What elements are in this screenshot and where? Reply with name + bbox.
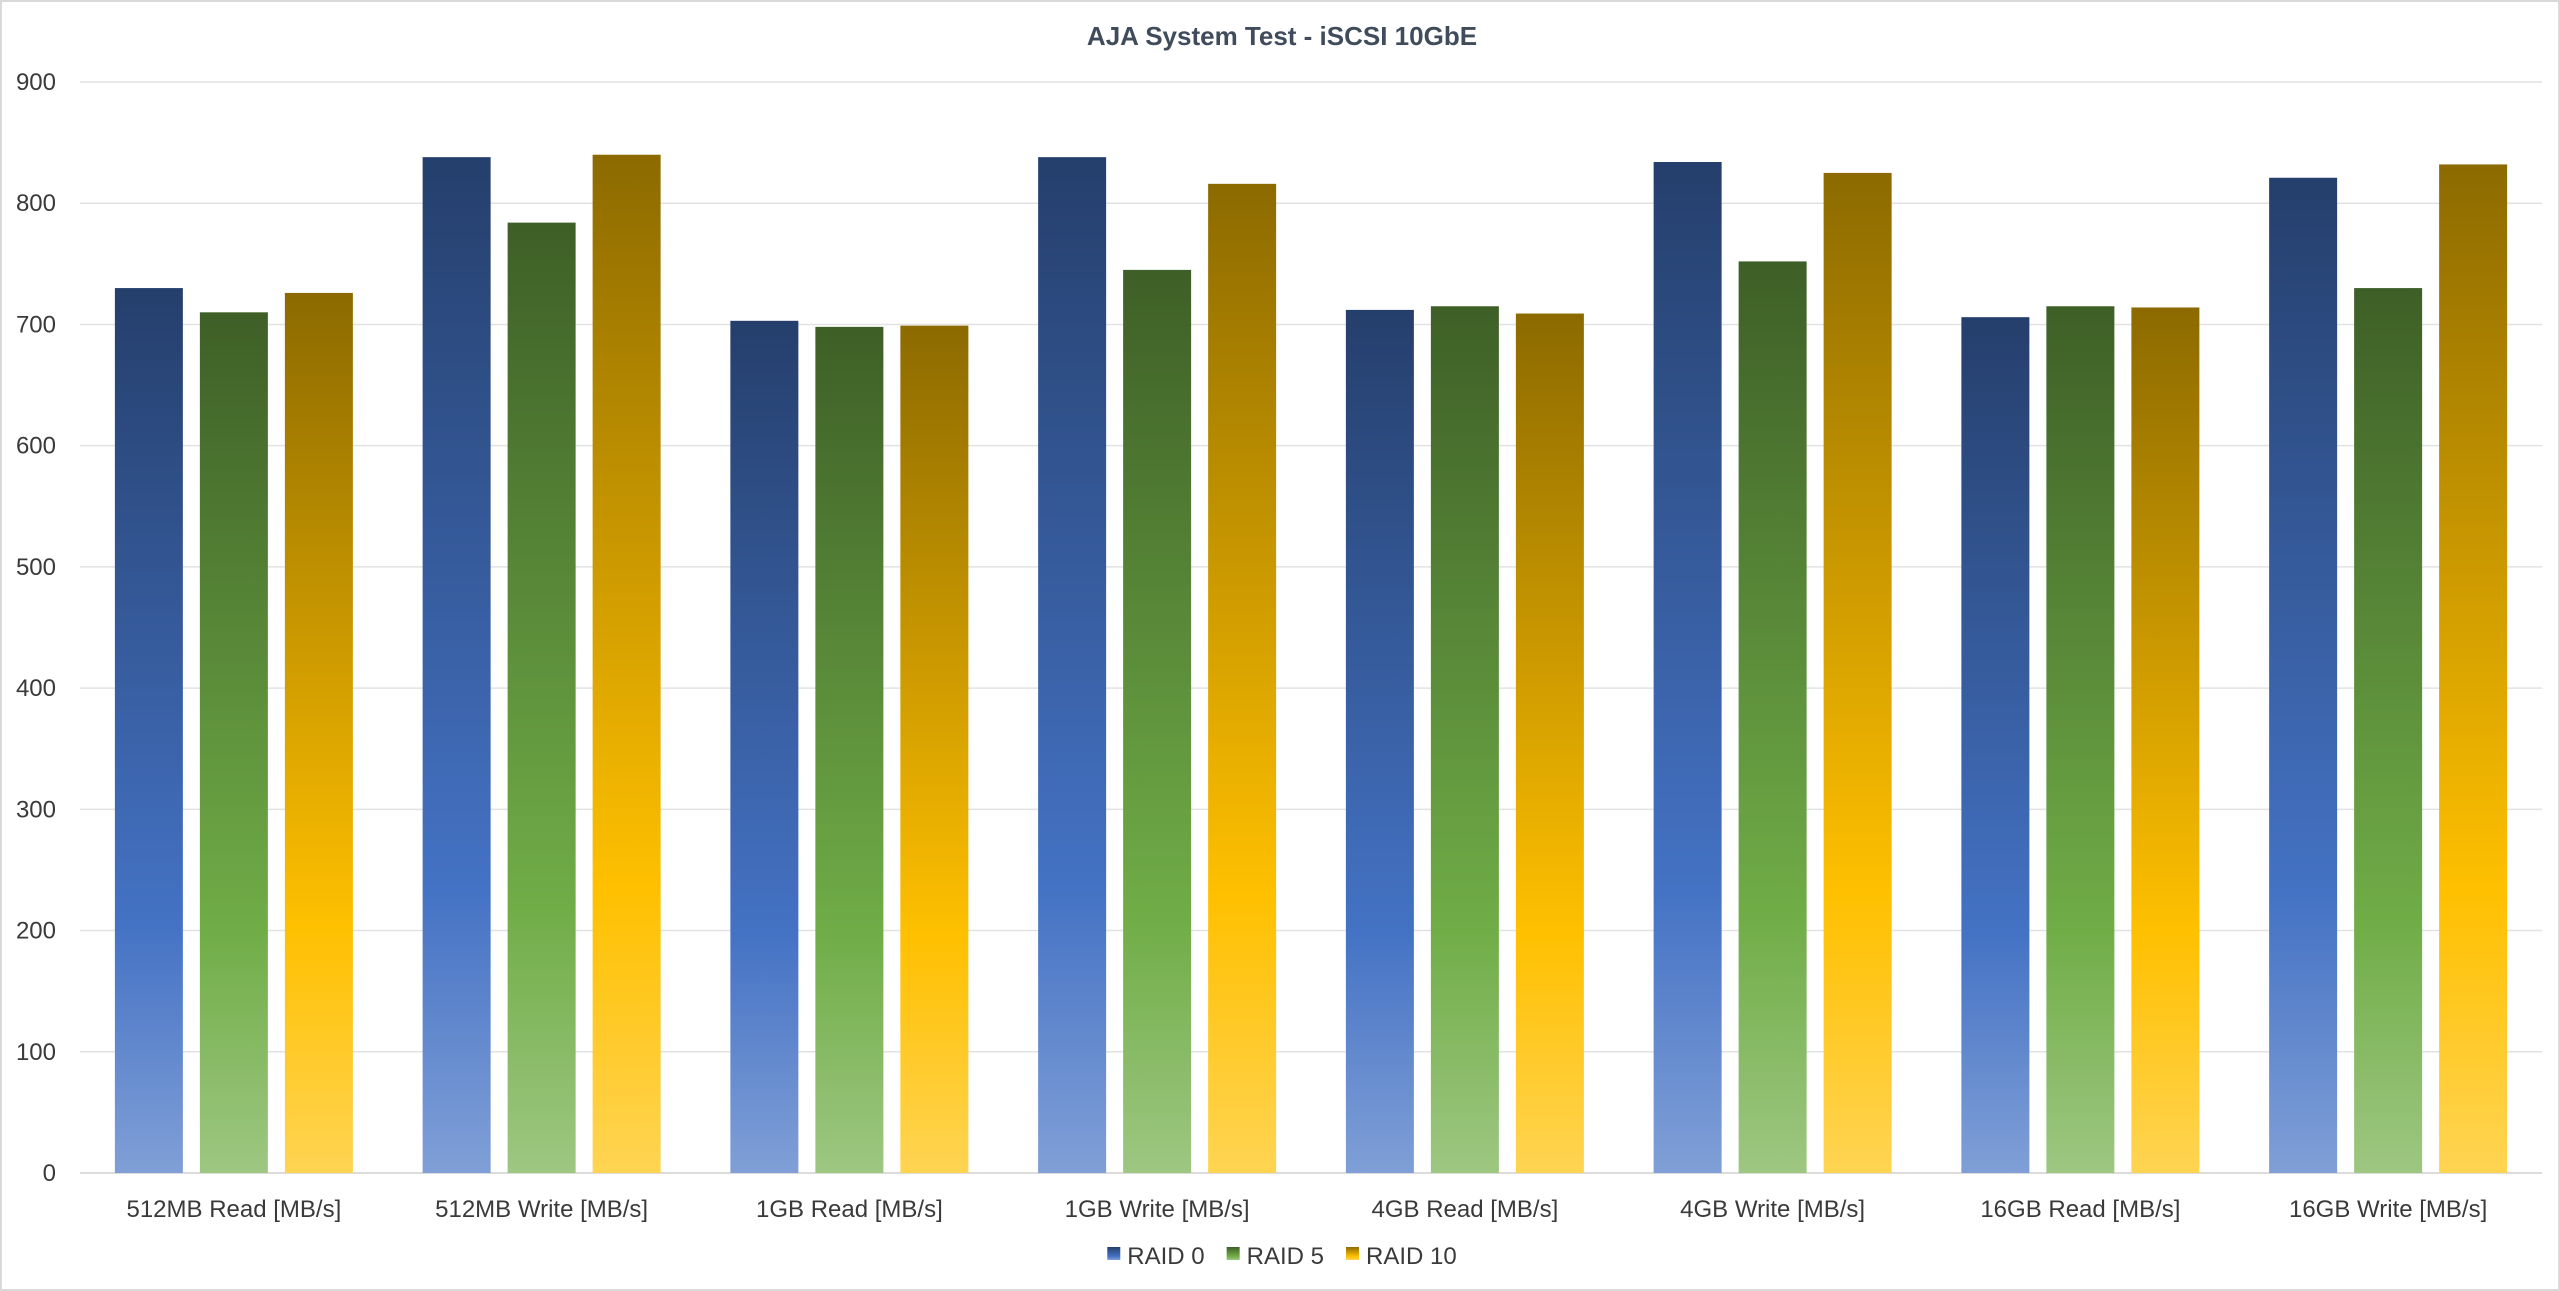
bar-raid-10-7 [2439,164,2508,1174]
legend-label: RAID 5 [1247,1243,1324,1270]
x-category-label: 4GB Read [MB/s] [1372,1196,1559,1223]
y-tick-label: 100 [16,1039,56,1066]
x-category-label: 16GB Write [MB/s] [2289,1196,2487,1223]
bar-raid-0-1 [422,157,491,1173]
bar-raid-5-6 [2046,306,2115,1173]
legend-item-raid-5: RAID 5 [1226,1243,1324,1270]
bar-raid-10-1 [592,154,661,1173]
bar-raid-0-5 [1653,162,1722,1174]
y-axis-ticks: 0 100 200 300 400 500 600 700 800 900 [16,69,56,1187]
x-category-label: 512MB Write [MB/s] [435,1196,648,1223]
legend: RAID 0 RAID 5 RAID 10 [1107,1243,1457,1270]
legend-swatch [1346,1247,1360,1260]
bar-raid-5-3 [1123,269,1192,1174]
bar-raid-10-6 [2131,307,2200,1173]
bar-raid-0-2 [730,320,799,1174]
bar-raid-5-1 [507,222,576,1173]
bar-raid-10-4 [1515,313,1584,1174]
legend-label: RAID 10 [1366,1243,1457,1270]
y-tick-label: 600 [16,433,56,460]
y-tick-label: 900 [16,69,56,96]
bar-raid-10-5 [1823,172,1892,1173]
bar-raid-5-2 [815,326,884,1173]
bar-raid-10-0 [284,292,353,1174]
y-tick-label: 400 [16,675,56,702]
x-category-label: 512MB Read [MB/s] [126,1196,341,1223]
x-category-label: 1GB Write [MB/s] [1065,1196,1250,1223]
bars [114,154,2508,1174]
legend-item-raid-0: RAID 0 [1107,1243,1205,1270]
bar-raid-10-3 [1208,183,1277,1173]
y-tick-label: 200 [16,918,56,945]
y-tick-label: 300 [16,796,56,823]
y-tick-label: 0 [43,1160,56,1187]
bar-raid-5-0 [199,312,268,1173]
x-category-label: 4GB Write [MB/s] [1680,1196,1865,1223]
bar-raid-0-3 [1038,157,1107,1173]
bar-raid-10-2 [900,325,969,1173]
y-tick-label: 700 [16,311,56,338]
y-tick-label: 500 [16,554,56,581]
legend-swatch [1107,1247,1121,1260]
bar-raid-0-4 [1345,309,1414,1173]
legend-swatch [1226,1247,1240,1260]
bar-raid-5-7 [2354,288,2423,1174]
x-category-label: 1GB Read [MB/s] [756,1196,943,1223]
bar-raid-0-7 [2269,177,2338,1173]
legend-item-raid-10: RAID 10 [1346,1243,1457,1270]
x-category-label: 16GB Read [MB/s] [1980,1196,2180,1223]
chart-title: AJA System Test - iSCSI 10GbE [1087,21,1477,51]
y-tick-label: 800 [16,190,56,217]
bar-raid-0-6 [1961,317,2030,1173]
bar-raid-5-5 [1738,261,1807,1173]
bar-raid-0-0 [114,288,183,1174]
x-axis-categories: 512MB Read [MB/s] 512MB Write [MB/s] 1GB R… [126,1196,2487,1223]
legend-label: RAID 0 [1127,1243,1204,1270]
bar-raid-5-4 [1430,306,1499,1173]
